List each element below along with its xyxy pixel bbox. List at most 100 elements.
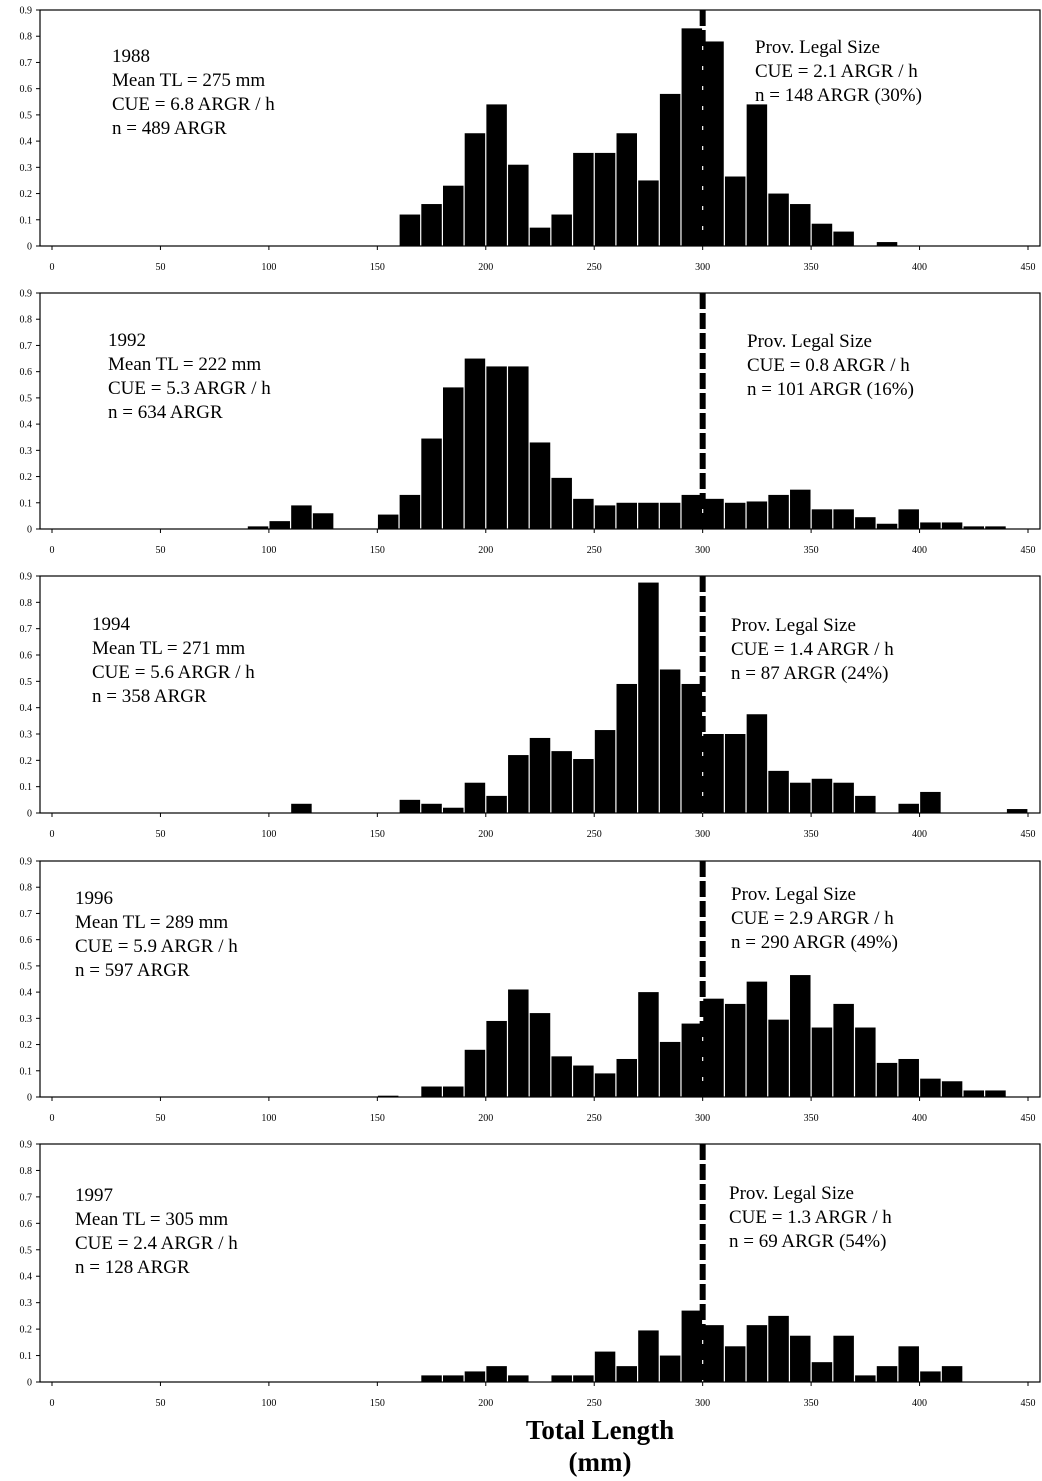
x-tick-label: 450 [1021, 1113, 1036, 1124]
histogram-bar [638, 180, 659, 246]
histogram-bar [833, 509, 854, 529]
annotation-left-line: 1997 [75, 1185, 113, 1206]
histogram-bar [594, 1351, 616, 1382]
histogram-bar [464, 1049, 486, 1097]
histogram-bar [724, 1346, 746, 1382]
histogram-bar [551, 1056, 572, 1097]
y-tick-label: 0.5 [20, 1245, 33, 1256]
histogram-bar [508, 366, 529, 529]
y-tick-label: 0.2 [20, 1325, 33, 1336]
x-tick-label: 50 [155, 545, 165, 556]
x-tick-label: 200 [478, 545, 493, 556]
histogram-bar [616, 502, 637, 529]
x-tick-label: 350 [804, 262, 819, 273]
histogram-bar [421, 204, 442, 246]
histogram-bar [551, 1375, 572, 1382]
histogram-bar [920, 1371, 941, 1382]
histogram-bar [508, 755, 529, 813]
x-tick-label: 0 [50, 829, 55, 840]
y-tick-label: 0.3 [20, 446, 33, 457]
histogram-bar [573, 759, 594, 813]
histogram-panel-4: 0 0.1 0.2 0.3 0.4 0.5 0.6 0.7 0.8 0.9 0 50 100 150 200… [20, 857, 1041, 1124]
histogram-bar [703, 41, 724, 246]
histogram-bar [790, 204, 811, 246]
histogram-bar [985, 1090, 1006, 1097]
x-tick-label: 200 [478, 1398, 493, 1409]
x-tick-label: 0 [50, 1398, 55, 1409]
y-tick-label: 0.4 [20, 1272, 33, 1283]
histogram-bar [876, 523, 898, 529]
x-tick-label: 300 [695, 829, 710, 840]
annotation-left-line: 1988 [112, 46, 150, 67]
histogram-panel-5: 0 0.1 0.2 0.3 0.4 0.5 0.6 0.7 0.8 0.9 0 50 100 150 200… [20, 1140, 1041, 1409]
x-tick-label: 50 [155, 829, 165, 840]
histogram-bar [508, 989, 529, 1097]
histogram-bar [811, 778, 833, 813]
y-tick-label: 0.6 [20, 935, 33, 946]
histogram-bar [963, 1090, 985, 1097]
histogram-bar [291, 803, 312, 813]
annotation-right-line: n = 101 ARGR (16%) [747, 379, 914, 400]
x-tick-label: 100 [261, 262, 276, 273]
histogram-bar [616, 683, 637, 813]
histogram-bar [724, 176, 746, 246]
annotation-left-line: n = 128 ARGR [75, 1257, 190, 1278]
y-tick-label: 0 [27, 1093, 32, 1104]
histogram-panel-2: 0 0.1 0.2 0.3 0.4 0.5 0.6 0.7 0.8 0.9 0 50 100 150 200… [20, 289, 1041, 556]
histogram-bar [941, 1081, 963, 1097]
y-tick-label: 0.4 [20, 703, 33, 714]
histogram-bar [833, 1003, 854, 1097]
annotation-right-line: n = 148 ARGR (30%) [755, 85, 922, 106]
histogram-bar [681, 1310, 703, 1382]
y-tick-label: 0.9 [20, 6, 33, 17]
annotation-right-line: CUE = 0.8 ARGR / h [747, 355, 910, 376]
histogram-bar [573, 498, 594, 529]
histogram-bar [464, 358, 486, 529]
x-tick-label: 300 [695, 1398, 710, 1409]
y-tick-label: 0.2 [20, 472, 33, 483]
histogram-bar [790, 489, 811, 529]
y-tick-label: 0.9 [20, 289, 33, 300]
histogram-bar [855, 795, 876, 813]
annotation-left-line: 1996 [75, 888, 113, 909]
histogram-bar [421, 1086, 442, 1097]
histogram-bar [573, 1375, 594, 1382]
plot-frame [39, 1143, 1041, 1383]
annotation-left-line: Mean TL = 275 mm [112, 70, 265, 91]
histogram-bar [811, 1027, 833, 1097]
y-tick-label: 0.9 [20, 857, 33, 868]
annotation-left-line: Mean TL = 289 mm [75, 912, 228, 933]
histogram-bar [1006, 809, 1028, 813]
histogram-bar [421, 438, 442, 529]
x-tick-label: 100 [261, 829, 276, 840]
y-tick-label: 0.6 [20, 84, 33, 95]
histogram-bar [616, 133, 637, 246]
histogram-bar [768, 1315, 789, 1382]
histogram-bar [898, 509, 919, 529]
histogram-bar [681, 494, 703, 529]
x-tick-label: 150 [370, 262, 385, 273]
y-tick-label: 0 [27, 1378, 32, 1389]
x-tick-label: 150 [370, 1113, 385, 1124]
histogram-bar [898, 1346, 919, 1382]
x-tick-label: 250 [587, 1398, 602, 1409]
x-tick-label: 0 [50, 545, 55, 556]
x-tick-label: 350 [804, 545, 819, 556]
y-tick-label: 0.4 [20, 988, 33, 999]
histogram-bar [551, 477, 572, 529]
x-axis-label-line1: Total Length [525, 1415, 675, 1445]
histogram-bar [443, 807, 464, 813]
annotation-right-line: CUE = 1.4 ARGR / h [731, 639, 894, 660]
histogram-bar [681, 28, 703, 246]
histogram-bar [399, 494, 421, 529]
histogram-panel-3: 0 0.1 0.2 0.3 0.4 0.5 0.6 0.7 0.8 0.9 0 50 100 150 200… [20, 572, 1041, 840]
annotation-right-line: Prov. Legal Size [747, 331, 872, 352]
x-tick-label: 50 [155, 1113, 165, 1124]
histogram-bar [746, 1325, 768, 1382]
y-tick-label: 0.3 [20, 1014, 33, 1025]
histogram-bar [529, 737, 551, 813]
x-tick-label: 300 [695, 1113, 710, 1124]
y-tick-label: 0.1 [20, 1351, 33, 1362]
x-tick-label: 250 [587, 545, 602, 556]
